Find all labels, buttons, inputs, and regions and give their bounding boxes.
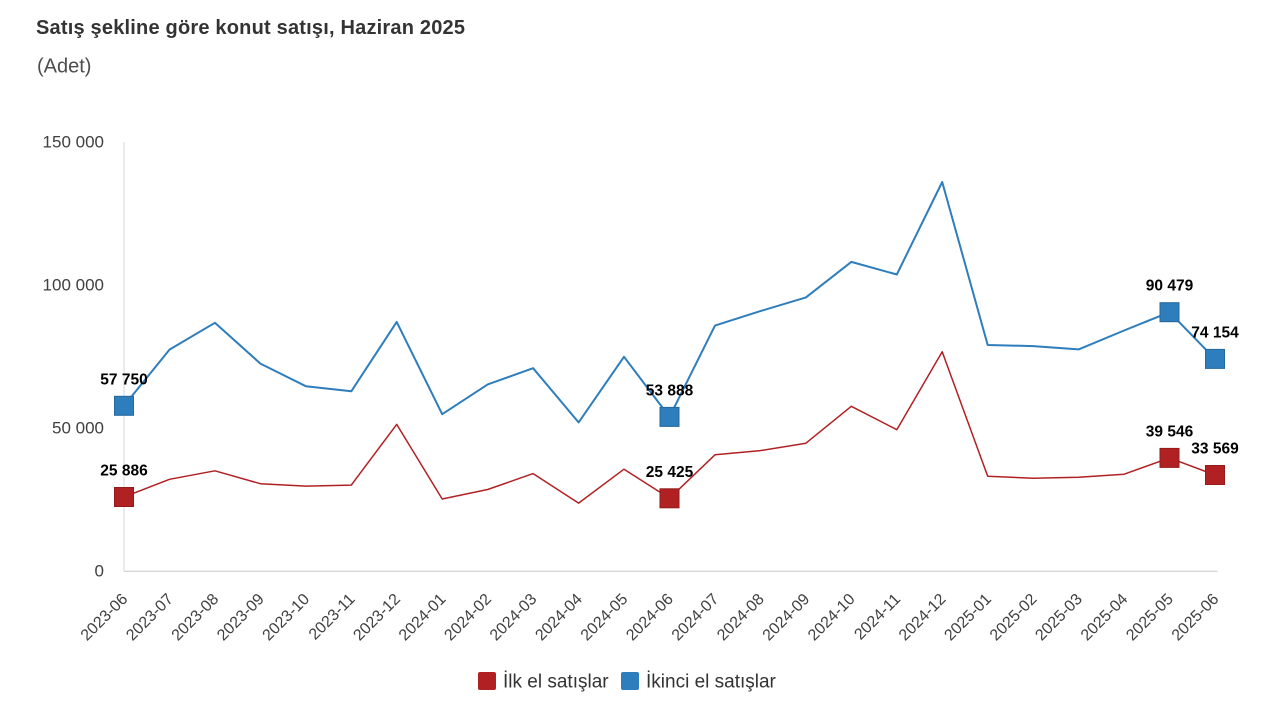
svg-text:(Adet): (Adet) [37, 56, 91, 78]
svg-text:2024-08: 2024-08 [714, 591, 768, 645]
svg-text:33 569: 33 569 [1191, 441, 1239, 458]
svg-text:2024-05: 2024-05 [578, 591, 632, 645]
svg-text:2025-02: 2025-02 [987, 591, 1041, 645]
svg-text:100 000: 100 000 [43, 276, 104, 295]
svg-text:2023-09: 2023-09 [214, 591, 268, 645]
svg-text:2024-09: 2024-09 [760, 591, 814, 645]
svg-text:2025-01: 2025-01 [941, 591, 995, 645]
svg-text:Satış şekline göre konut satış: Satış şekline göre konut satışı, Haziran… [36, 17, 465, 39]
svg-text:2025-06: 2025-06 [1169, 591, 1223, 645]
svg-text:25 425: 25 425 [646, 464, 694, 481]
svg-text:2024-12: 2024-12 [896, 591, 950, 645]
svg-text:2023-10: 2023-10 [260, 591, 314, 645]
svg-text:90 479: 90 479 [1146, 278, 1194, 295]
svg-text:2024-11: 2024-11 [851, 591, 904, 644]
svg-text:2023-11: 2023-11 [306, 591, 359, 644]
svg-text:2024-03: 2024-03 [487, 591, 541, 645]
svg-text:2025-03: 2025-03 [1032, 591, 1086, 645]
svg-text:2024-04: 2024-04 [532, 591, 586, 645]
svg-text:2023-07: 2023-07 [123, 591, 177, 645]
svg-text:53 888: 53 888 [646, 382, 694, 399]
svg-text:2024-07: 2024-07 [669, 591, 723, 645]
svg-text:150 000: 150 000 [43, 133, 104, 152]
svg-text:50 000: 50 000 [52, 419, 104, 438]
svg-text:2025-05: 2025-05 [1123, 591, 1177, 645]
svg-text:2023-12: 2023-12 [350, 591, 404, 645]
svg-text:İlk el satışlar: İlk el satışlar [503, 672, 609, 693]
svg-text:57 750: 57 750 [100, 371, 147, 388]
svg-text:74 154: 74 154 [1191, 324, 1239, 341]
svg-text:2024-10: 2024-10 [805, 591, 859, 645]
svg-text:İkinci el satışlar: İkinci el satışlar [646, 672, 777, 693]
svg-text:39 546: 39 546 [1146, 423, 1194, 440]
svg-text:25 886: 25 886 [100, 463, 148, 480]
svg-text:2023-06: 2023-06 [78, 591, 132, 645]
svg-text:2024-01: 2024-01 [396, 591, 450, 645]
svg-text:2023-08: 2023-08 [169, 591, 223, 645]
svg-text:0: 0 [95, 562, 104, 581]
svg-text:2024-02: 2024-02 [441, 591, 495, 645]
svg-text:2025-04: 2025-04 [1078, 591, 1132, 645]
svg-text:2024-06: 2024-06 [623, 591, 677, 645]
